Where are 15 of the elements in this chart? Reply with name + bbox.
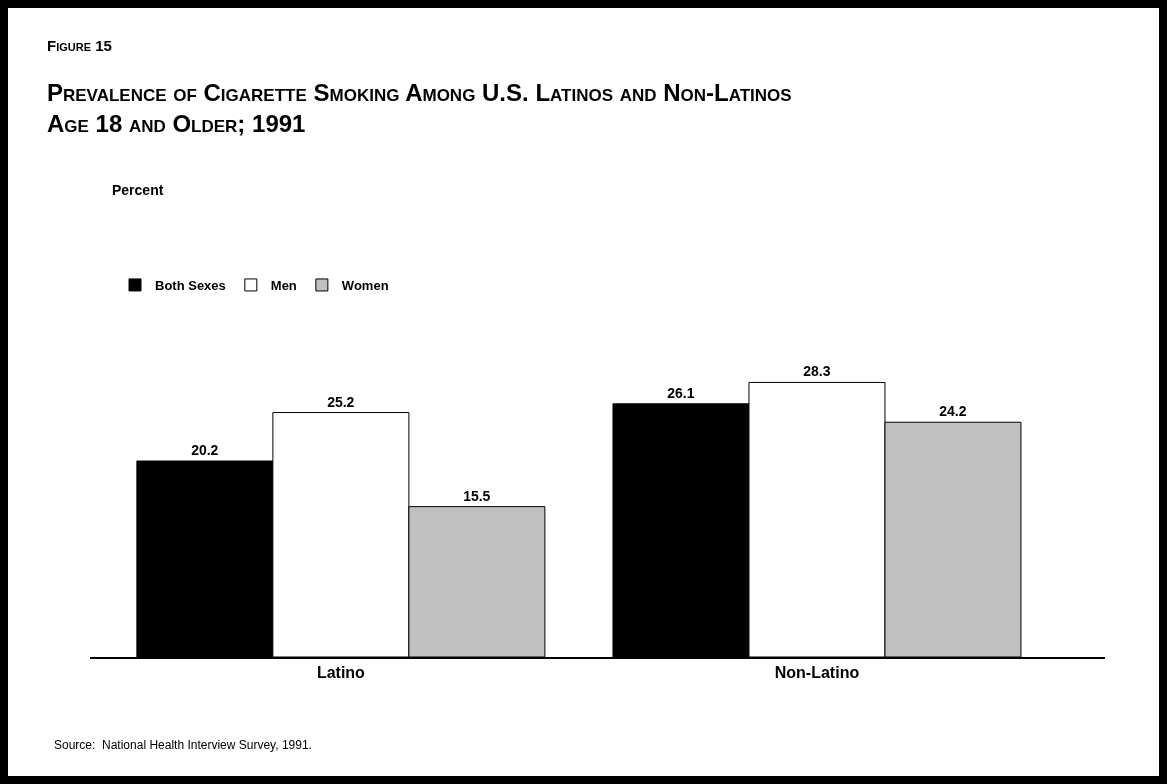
- data-label: 24.2: [939, 403, 967, 420]
- text: Percent: [112, 182, 164, 198]
- chart-title: Prevalence of Cigarette Smoking Among U.S. Latinos and Non-Latinos Age 18 and Older; 1991: [47, 79, 792, 138]
- source-note: Source: National Health Interview Survey, 1991.: [54, 738, 312, 752]
- data-label: 20.2: [191, 442, 219, 459]
- legend-label: Women: [341, 278, 389, 294]
- data-label: 26.1: [667, 384, 695, 401]
- x-tick-label: Latino: [316, 664, 366, 682]
- data-label: 28.3: [803, 363, 831, 380]
- caption: Figure 15: [47, 37, 112, 54]
- data-label: 25.2: [327, 393, 355, 410]
- x-tick-label: Non-Latino: [774, 664, 860, 682]
- legend-label: Both Sexes: [155, 278, 226, 294]
- legend-label: Men: [270, 278, 297, 294]
- data-label: 15.5: [463, 487, 491, 504]
